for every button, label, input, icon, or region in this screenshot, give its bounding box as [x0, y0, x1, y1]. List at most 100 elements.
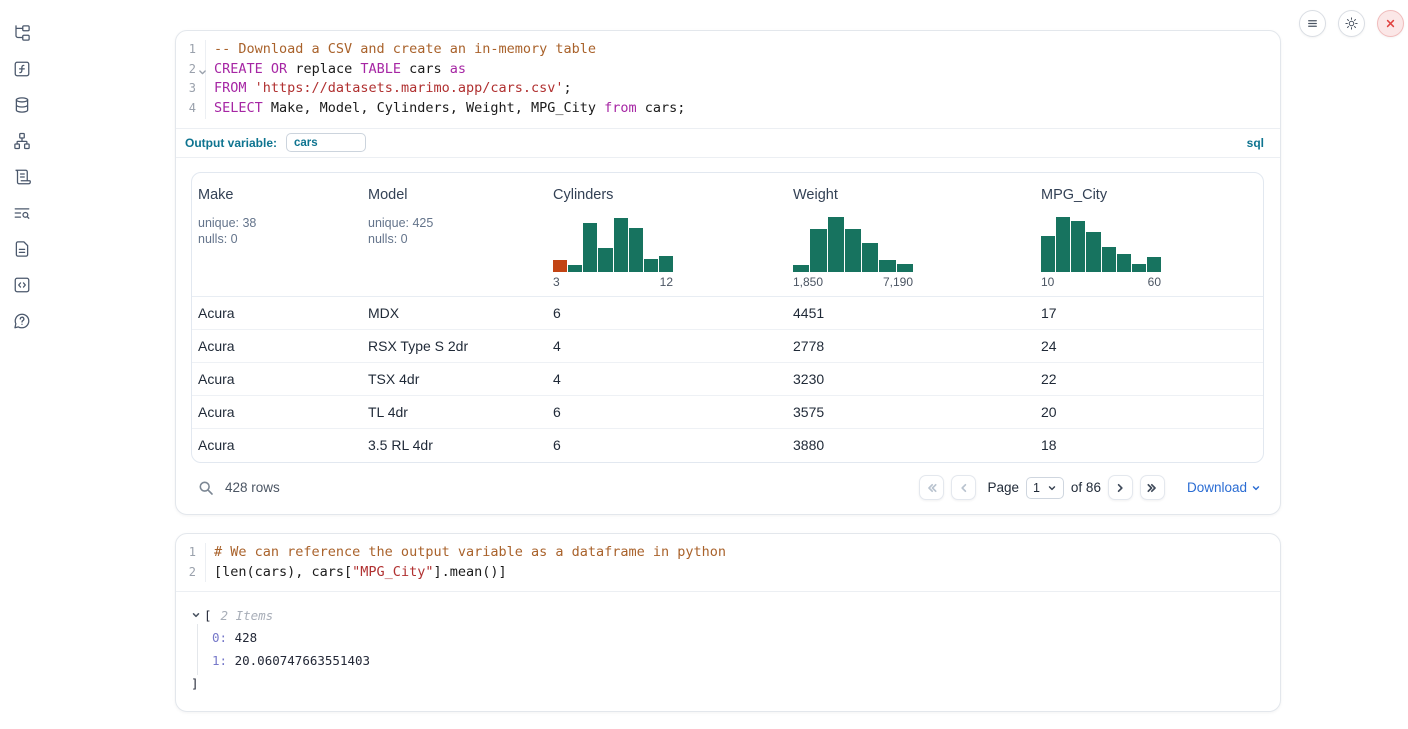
- line-number: 2: [176, 60, 207, 80]
- sidebar-document-button[interactable]: [13, 240, 31, 258]
- python-code: # We can reference the output variable a…: [206, 543, 726, 582]
- line-number: 1: [188, 545, 196, 559]
- table-row: Acura TL 4dr 6 3575 20: [192, 396, 1263, 429]
- download-button[interactable]: Download: [1187, 480, 1261, 495]
- column-title[interactable]: Model: [368, 186, 408, 203]
- code-line: CREATE OR replace TABLE cars as: [214, 60, 467, 77]
- table-cell: TL 4dr: [368, 403, 408, 420]
- table-cell: 22: [1041, 370, 1057, 387]
- table-cell: Acura: [198, 437, 235, 454]
- table-row: Acura RSX Type S 2dr 4 2778 24: [192, 330, 1263, 363]
- dependency-graph-icon: [14, 132, 30, 150]
- sidebar-log-search-button[interactable]: [13, 204, 31, 222]
- histogram-bar: [862, 243, 879, 272]
- histogram-bar: [1071, 221, 1086, 272]
- column-title[interactable]: Make: [198, 186, 234, 203]
- column-stats: unique: 38 nulls: 0: [198, 215, 257, 247]
- histogram-bar: [1056, 216, 1071, 272]
- table-cell: TSX 4dr: [368, 370, 420, 387]
- histogram-bar: [793, 264, 810, 272]
- table-cell: 4451: [793, 304, 825, 321]
- sidebar-dependency-graph-button[interactable]: [13, 132, 31, 150]
- collapse-chevron-icon[interactable]: [191, 610, 201, 620]
- file-tree-icon: [15, 25, 30, 41]
- histogram-bar: [643, 258, 658, 272]
- table-cell: 6: [553, 304, 561, 321]
- sidebar-function-square-button[interactable]: [13, 60, 31, 78]
- page-total-label: of 86: [1070, 480, 1101, 496]
- column-histogram: 1,850 7,190: [793, 216, 913, 289]
- last-page-button[interactable]: [1139, 475, 1165, 501]
- column-title[interactable]: MPG_City: [1041, 186, 1108, 203]
- column-header-make: Make unique: 38 nulls: 0: [192, 173, 362, 296]
- column-title[interactable]: Weight: [793, 186, 838, 203]
- next-page-button[interactable]: [1107, 475, 1133, 501]
- fold-chevron-icon[interactable]: [198, 64, 207, 74]
- chevrons-right-icon: [1147, 483, 1157, 492]
- histogram-bar: [810, 228, 827, 272]
- sidebar-panel: [0, 0, 44, 729]
- prev-page-button[interactable]: [951, 475, 977, 501]
- database-icon: [15, 97, 29, 113]
- chevron-down-icon: [1252, 485, 1260, 490]
- histogram-bar: [896, 264, 913, 272]
- page-select[interactable]: 1: [1025, 476, 1064, 499]
- column-header-weight: Weight 1,850 7,190: [787, 173, 1035, 296]
- sidebar-database-button[interactable]: [13, 96, 31, 114]
- sql-code: -- Download a CSV and create an in-memor…: [206, 40, 685, 119]
- table-cell: 24: [1041, 337, 1057, 354]
- histogram-bar: [598, 247, 613, 272]
- histogram-bar: [658, 255, 673, 272]
- table-cell: Acura: [198, 304, 235, 321]
- settings-button[interactable]: [1338, 10, 1365, 37]
- output-variable-input[interactable]: cars: [286, 133, 367, 153]
- chevron-left-icon: [961, 483, 967, 492]
- histogram-bar: [879, 260, 896, 272]
- tree-open-bracket: [: [204, 607, 212, 623]
- menu-icon: [1308, 20, 1317, 27]
- code-line: # We can reference the output variable a…: [214, 544, 727, 560]
- menu-button[interactable]: [1299, 10, 1326, 37]
- tree-items-count: 2 Items: [220, 607, 274, 623]
- histogram-bar: [1086, 232, 1101, 272]
- data-table: Make unique: 38 nulls: 0 Model unique: 425 nu…: [191, 171, 1264, 463]
- first-page-button[interactable]: [919, 475, 945, 501]
- shutdown-button[interactable]: [1377, 10, 1404, 37]
- code-line: FROM 'https://datasets.marimo.app/cars.c…: [214, 80, 572, 97]
- table-cell: 18: [1041, 437, 1057, 454]
- tree-entry: 1: 20.060747663551403: [212, 652, 371, 668]
- table-cell: 17: [1041, 304, 1057, 321]
- histogram-bar: [613, 218, 628, 272]
- sidebar-help-button[interactable]: [13, 312, 31, 330]
- download-label: Download: [1186, 480, 1247, 496]
- chevron-down-icon: [1048, 485, 1056, 490]
- output-variable-strip: Output variable: cars sql: [176, 127, 1280, 157]
- language-badge[interactable]: sql: [1246, 135, 1264, 150]
- column-title[interactable]: Cylinders: [553, 186, 614, 203]
- table-cell: 3230: [793, 370, 825, 387]
- table-search-button[interactable]: [198, 480, 214, 496]
- tree-close-bracket: ]: [191, 676, 199, 692]
- table-body: Acura MDX 6 4451 17 Acura RSX Type S 2dr 4 2778 2…: [192, 297, 1263, 462]
- column-stats: unique: 425 nulls: 0: [368, 215, 434, 247]
- table-cell: 3575: [793, 403, 825, 420]
- document-icon: [15, 241, 29, 257]
- page-select-value: 1: [1032, 480, 1040, 495]
- table-cell: 4: [553, 370, 561, 387]
- histogram-bar: [568, 265, 583, 272]
- sidebar-file-tree-button[interactable]: [13, 24, 31, 42]
- sidebar-scroll-button[interactable]: [13, 168, 31, 186]
- code-line: SELECT Make, Model, Cylinders, Weight, M…: [214, 100, 686, 117]
- table-row: Acura TSX 4dr 4 3230 22: [192, 363, 1263, 396]
- sidebar-snippets-button[interactable]: [13, 276, 31, 294]
- histogram-bar: [1146, 257, 1161, 272]
- column-header-mpg_city: MPG_City 10 60: [1035, 173, 1263, 296]
- line-number: 1: [188, 42, 196, 56]
- table-cell: 3880: [793, 437, 825, 454]
- help-icon: [14, 313, 30, 329]
- table-cell: Acura: [198, 403, 235, 420]
